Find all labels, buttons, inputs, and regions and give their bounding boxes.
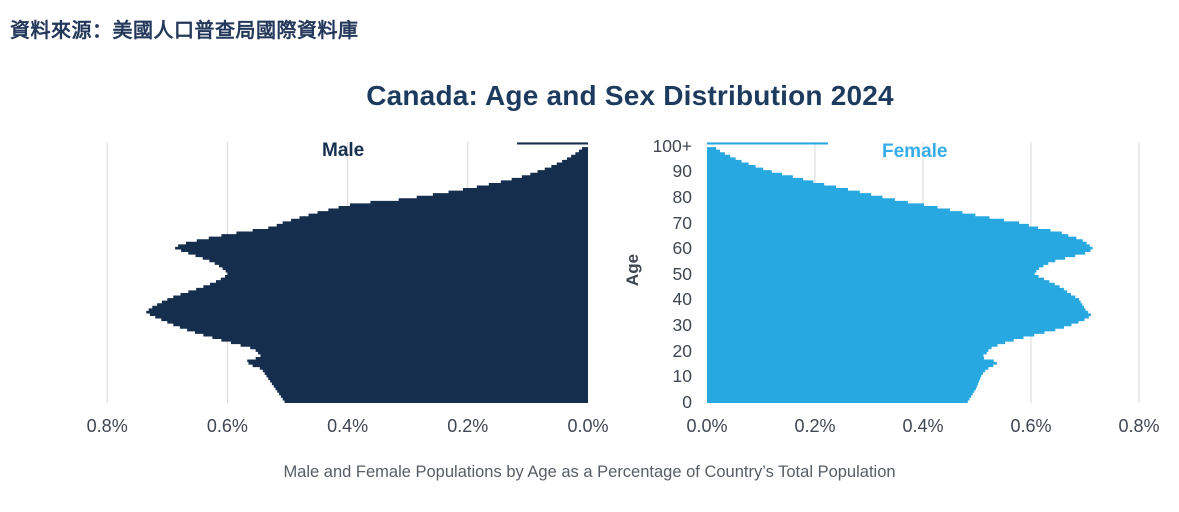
x-tick-label: 0.0% bbox=[686, 416, 728, 436]
x-tick-label: 0.4% bbox=[902, 416, 944, 436]
x-tick-label: 0.6% bbox=[206, 416, 248, 436]
y-tick-label: 10 bbox=[672, 366, 692, 387]
y-tick-label: 70 bbox=[672, 212, 692, 233]
x-tick-label: 0.8% bbox=[86, 416, 128, 436]
x-tick-label: 0.8% bbox=[1118, 416, 1160, 436]
y-tick-label: 60 bbox=[672, 238, 692, 259]
y-tick-label: 90 bbox=[672, 161, 692, 182]
chart-title: Canada: Age and Sex Distribution 2024 bbox=[366, 80, 894, 111]
x-tick-label: 0.2% bbox=[794, 416, 836, 436]
y-tick-label: 20 bbox=[672, 340, 692, 361]
y-tick-label: 50 bbox=[672, 263, 692, 284]
age-100plus-bar bbox=[707, 142, 828, 145]
male-age-bars bbox=[146, 147, 588, 403]
x-tick-label: 0.0% bbox=[567, 416, 609, 436]
female-series-label: Female bbox=[882, 141, 948, 162]
chart-caption: Male and Female Populations by Age as a … bbox=[283, 463, 896, 481]
x-tick-label: 0.4% bbox=[327, 416, 369, 436]
female-pyramid-panel bbox=[707, 142, 1140, 403]
source-note: 資料來源：美國人口普查局國際資料庫 bbox=[10, 20, 359, 42]
y-tick-label: 30 bbox=[672, 315, 692, 335]
y-tick-label: 0 bbox=[682, 391, 692, 412]
female-age-bars bbox=[707, 147, 1093, 403]
y-tick-label: 80 bbox=[672, 187, 692, 207]
male-series-label: Male bbox=[322, 140, 365, 161]
y-tick-label: 40 bbox=[672, 289, 692, 310]
age-100plus-bar bbox=[517, 142, 588, 145]
x-tick-label: 0.2% bbox=[447, 416, 489, 436]
x-tick-label: 0.6% bbox=[1010, 416, 1052, 436]
male-pyramid-panel bbox=[106, 142, 588, 403]
y-tick-label: 100+ bbox=[652, 135, 692, 156]
